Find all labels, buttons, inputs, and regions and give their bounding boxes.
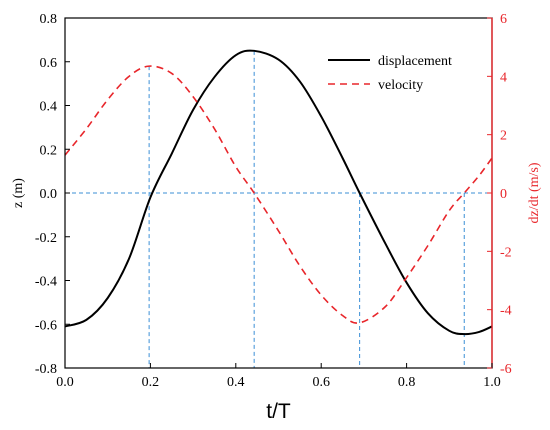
x-axis-label: t/T [266,400,291,423]
x-tick-label: 0.0 [56,375,74,390]
x-tick-label: 0.6 [312,375,330,390]
y-left-tick-label: -0.8 [35,362,57,377]
y-left-tick-label: -0.6 [35,318,57,333]
y-right-tick-label: -4 [500,304,512,319]
y-right-tick-label: 6 [500,12,507,27]
x-tick-label: 0.2 [142,375,160,390]
legend-label-velocity: velocity [378,78,423,93]
series-line-displacement [64,49,493,336]
legend-label-displacement: displacement [378,54,452,69]
y-left-tick-label: 0.0 [40,187,58,202]
y-left-tick-label: -0.2 [35,231,57,246]
y-right-tick-label: 0 [500,187,507,202]
x-tick-label: 1.0 [483,375,501,390]
y-right-tick-label: -2 [500,245,512,260]
y-left-tick-label: -0.4 [35,275,57,290]
y-left-tick-label: 0.4 [40,100,58,115]
y-left-tick-label: 0.6 [40,56,58,71]
series-layer [64,49,493,336]
guide-lines-layer [65,50,492,368]
y-axis-label-left: z (m) [11,178,26,208]
x-tick-label: 0.8 [398,375,416,390]
y-right-tick-label: -6 [500,362,512,377]
series-line-velocity [64,65,493,324]
y-axis-label-right: dz/dt (m/s) [527,162,542,223]
y-right-tick-label: 4 [500,70,507,85]
y-left-tick-label: 0.2 [40,143,58,158]
x-tick-label: 0.4 [227,375,245,390]
legend: displacement velocity [328,54,452,93]
y-left-tick-label: 0.8 [40,12,58,27]
y-right-tick-label: 2 [500,129,507,144]
ticks-layer: 0.0 0.2 0.4 0.6 0.8 1.0 -0.8 -0.6 -0.4 -0.2 0.0 0.2… [35,12,512,390]
